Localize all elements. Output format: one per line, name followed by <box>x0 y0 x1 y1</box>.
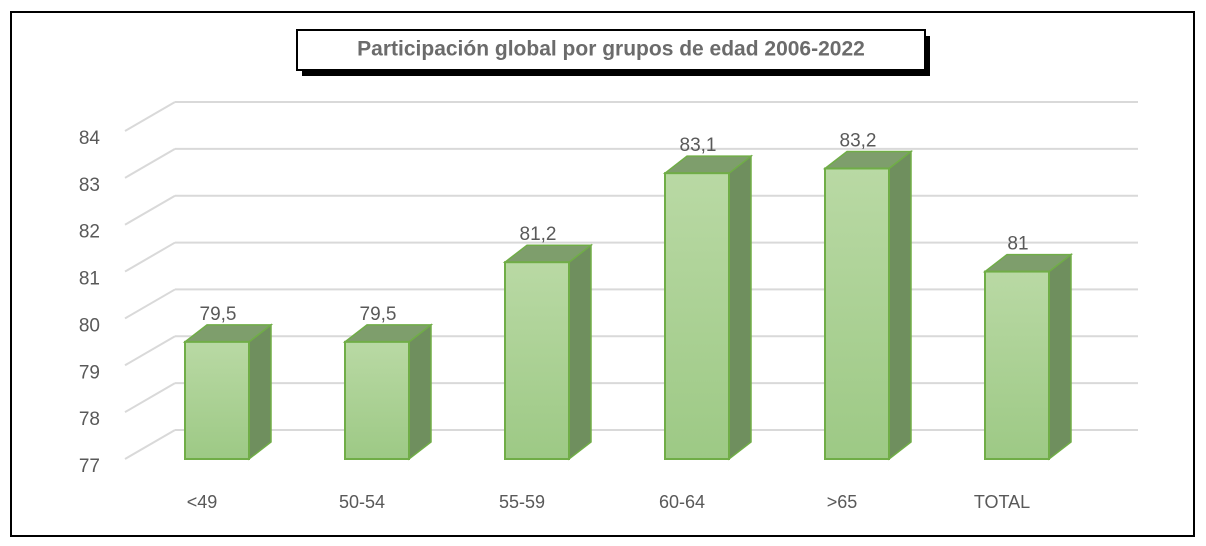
x-tick-label: 50-54 <box>339 492 385 512</box>
chart-title: Participación global por grupos de edad … <box>357 38 865 61</box>
y-tick-label: 81 <box>79 269 100 290</box>
x-tick-label: 60-64 <box>659 492 705 512</box>
grid-diagonal <box>124 429 176 460</box>
bar-side <box>888 149 912 461</box>
bar-side <box>728 154 752 461</box>
data-label: 83,1 <box>680 135 717 156</box>
grid-diagonal <box>124 382 176 414</box>
y-tick-label: 77 <box>79 456 100 477</box>
bar-side <box>248 323 272 461</box>
bar <box>664 172 730 461</box>
data-label: 81,2 <box>520 224 557 245</box>
data-label: 79,5 <box>360 304 397 325</box>
bar <box>824 167 890 460</box>
bar <box>344 340 410 461</box>
grid-diagonal <box>124 288 176 320</box>
x-tick-label: >65 <box>827 492 858 512</box>
grid-diagonal <box>124 241 176 273</box>
y-tick-label: 82 <box>79 222 100 243</box>
x-tick-label: <49 <box>187 492 218 512</box>
bar <box>184 340 250 461</box>
grid-diagonal <box>124 147 176 179</box>
x-tick-label: TOTAL <box>974 492 1030 512</box>
grid-diagonal <box>124 101 176 132</box>
data-label: 83,2 <box>840 131 877 152</box>
y-tick-label: 79 <box>79 362 100 383</box>
x-tick-label: 55-59 <box>499 492 545 512</box>
bar <box>504 261 570 461</box>
y-tick-label: 84 <box>79 128 101 149</box>
y-tick-label: 80 <box>79 315 100 336</box>
bar-side <box>408 323 432 461</box>
bar-side <box>1048 253 1072 461</box>
grid-diagonal <box>124 335 176 367</box>
data-label: 79,5 <box>200 304 237 325</box>
y-tick-label: 83 <box>79 175 100 196</box>
bar-side <box>568 243 592 461</box>
y-tick-label: 78 <box>79 409 100 430</box>
title-box <box>296 29 926 71</box>
bar <box>984 270 1050 461</box>
data-label: 81 <box>1007 234 1028 255</box>
grid-diagonal <box>124 194 176 226</box>
